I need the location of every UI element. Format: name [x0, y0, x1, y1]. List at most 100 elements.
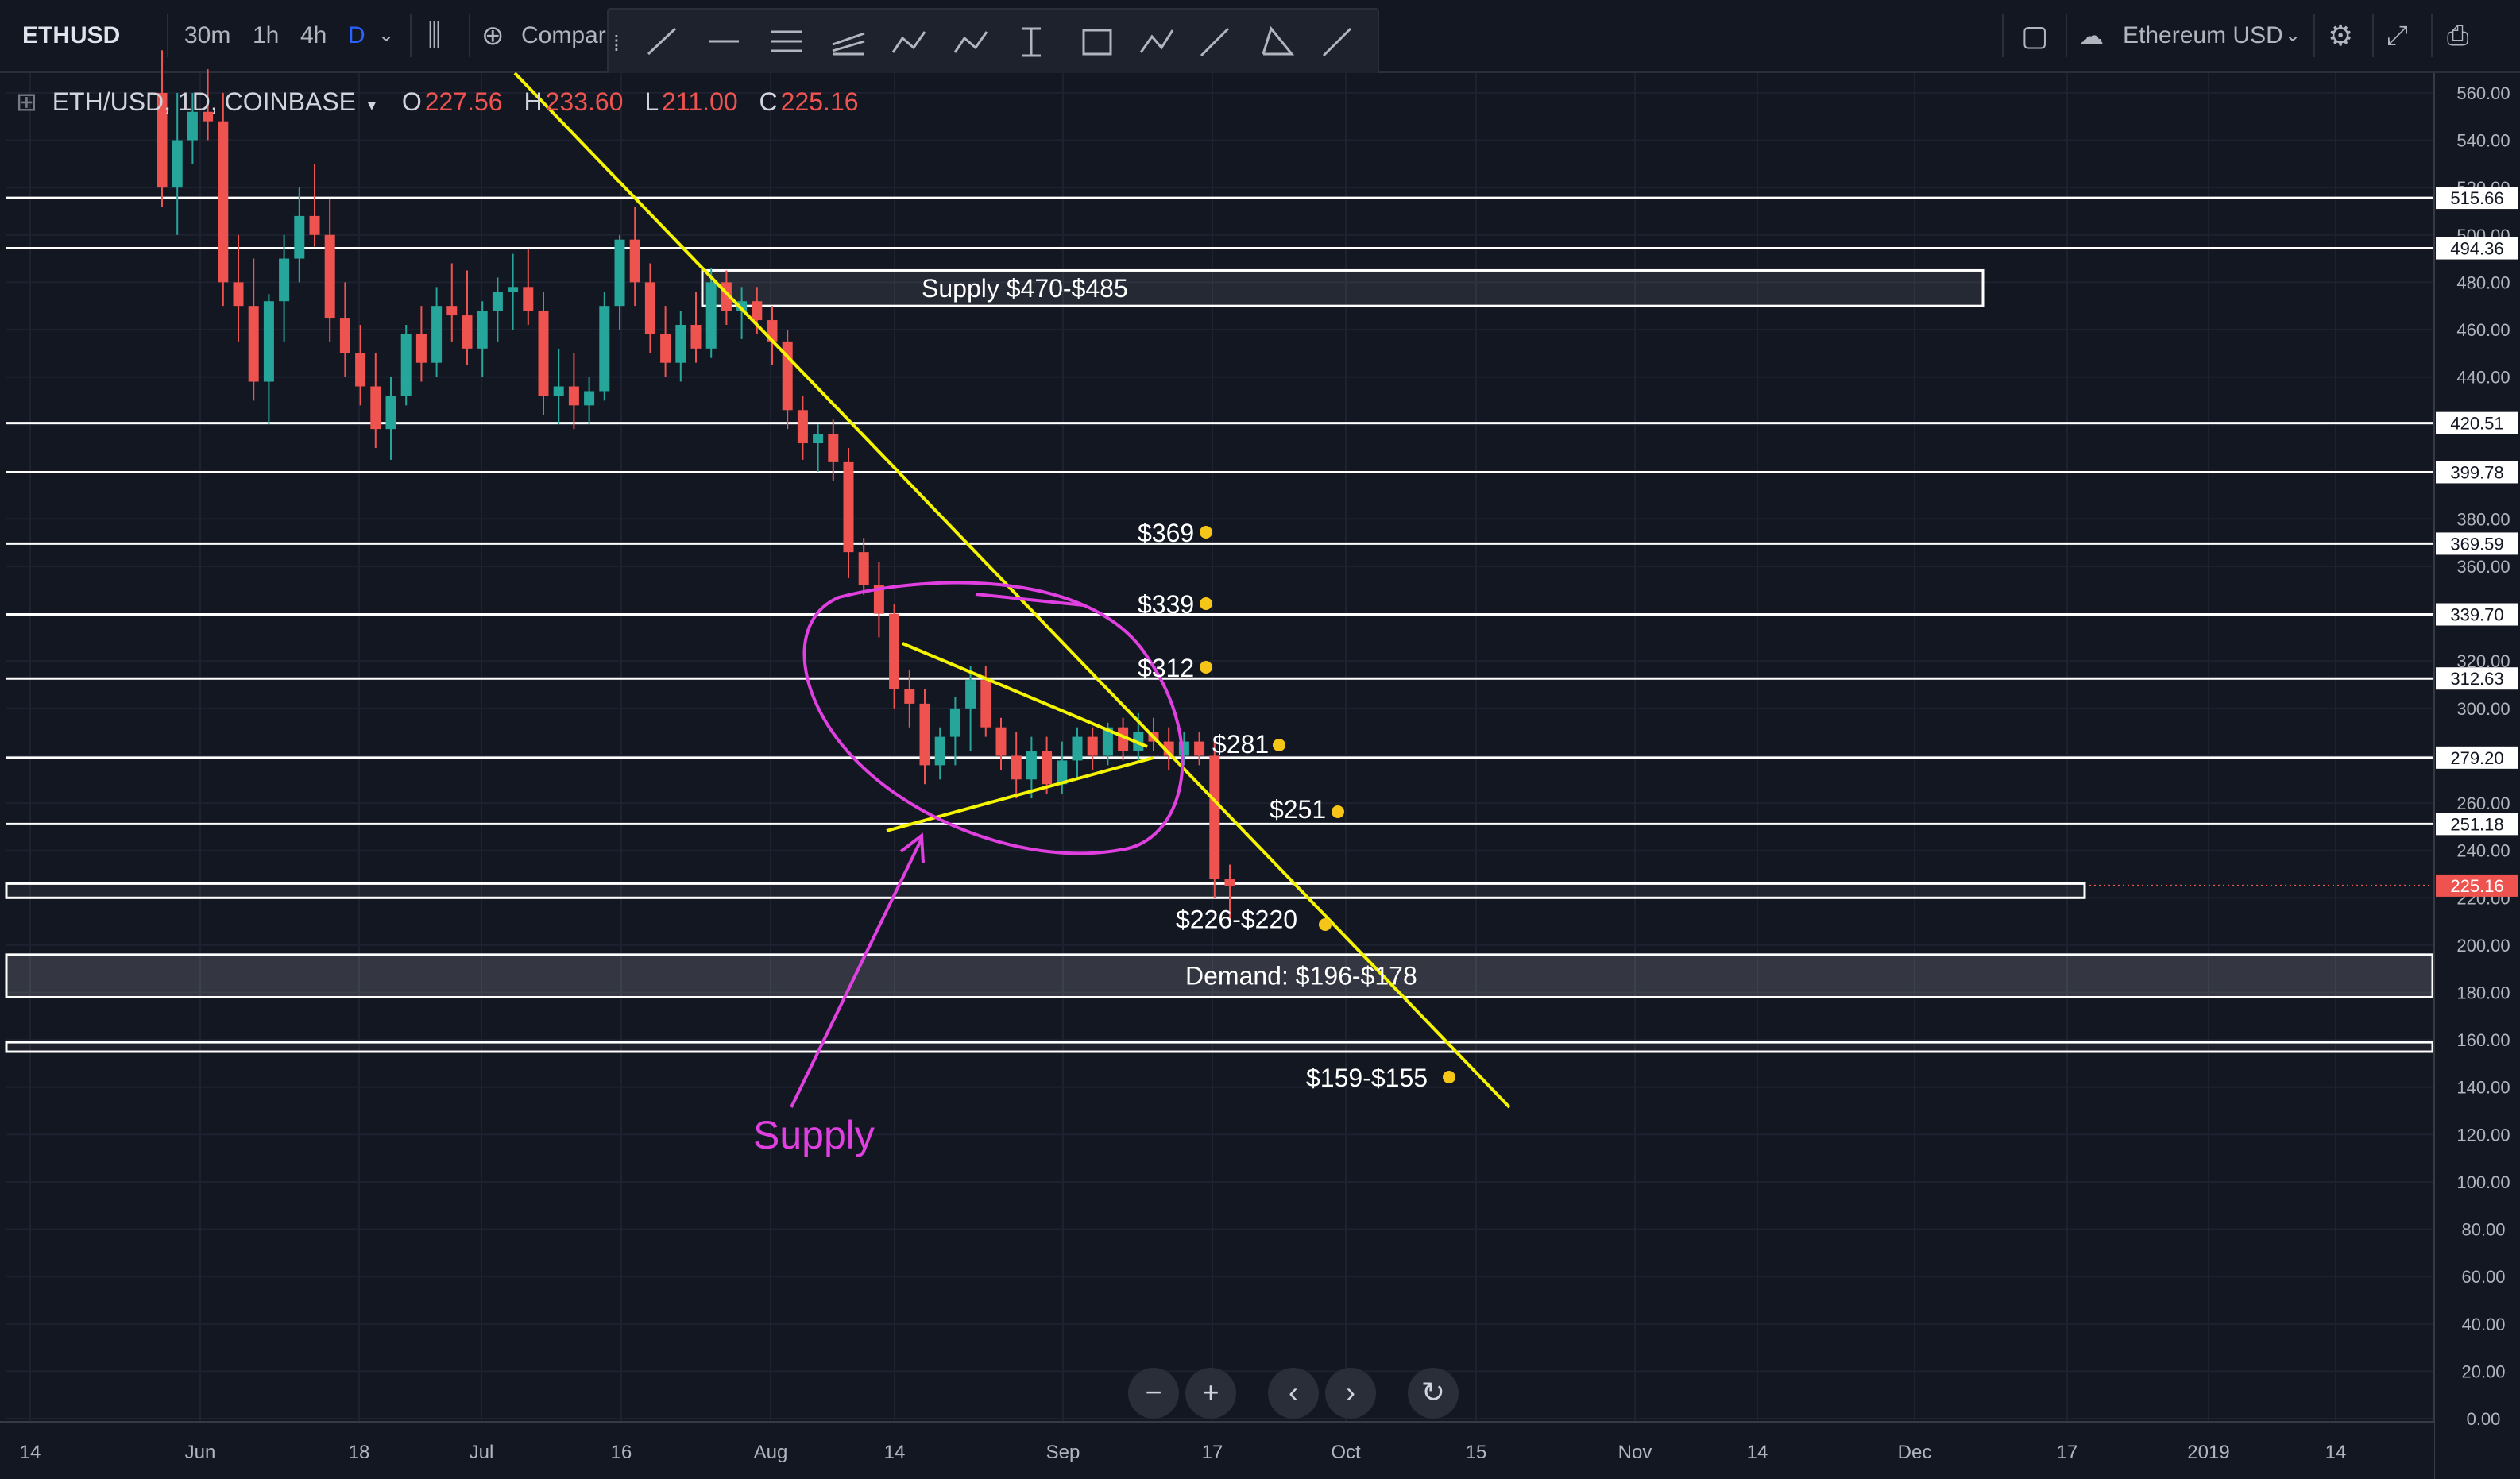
candle-body: [584, 391, 595, 406]
cursor-tool-icon[interactable]: [1022, 27, 1041, 57]
time-tick-label: Oct: [1331, 1442, 1361, 1463]
price-tick-label: 40.00: [2461, 1315, 2505, 1334]
scroll-left-button[interactable]: ‹: [1268, 1368, 1319, 1419]
candle-body: [462, 315, 473, 349]
parallel-channel-tool-icon[interactable]: [771, 30, 802, 52]
top-toolbar: ETHUSD 30m 1h 4h D ⌄ ⫼ ⊕ Compare ⁞: [0, 0, 2520, 75]
pointing-hand-icon: [1200, 526, 1212, 539]
chevron-down-icon[interactable]: ▾: [367, 97, 376, 114]
interval-30m[interactable]: 30m: [184, 22, 231, 48]
descending-trendline: [513, 71, 1511, 1109]
candle-body: [294, 215, 305, 259]
candle-body: [1209, 755, 1220, 879]
candle: [949, 696, 960, 766]
candle-body: [752, 301, 763, 321]
candle-type-icon[interactable]: ⫼: [427, 19, 442, 52]
fullscreen-square-icon[interactable]: ▢: [2021, 19, 2049, 52]
candle: [508, 253, 519, 330]
candle: [355, 325, 366, 406]
svg-text:⁞: ⁞: [613, 31, 620, 56]
candle-body: [385, 396, 396, 430]
candle-body: [934, 736, 945, 766]
toolbar-divider: [2066, 14, 2067, 57]
candle-body: [690, 325, 702, 349]
chevron-down-icon[interactable]: ⌄: [378, 25, 395, 46]
highlight-ellipse: [802, 581, 1185, 855]
level-price-label: 279.20: [2450, 748, 2503, 768]
candle: [1118, 717, 1129, 761]
time-tick-label: 14: [1747, 1442, 1768, 1463]
price-target-label: $281: [1212, 730, 1269, 759]
candle-body: [431, 306, 443, 363]
price-tick-label: 160.00: [2456, 1030, 2510, 1050]
time-tick-label: 17: [2057, 1442, 2078, 1463]
candle: [1026, 736, 1037, 799]
cloud-icon[interactable]: ☁: [2078, 21, 2104, 50]
rectangle-tool-icon[interactable]: [1082, 29, 1112, 56]
candle: [858, 538, 869, 595]
candle-body: [705, 282, 717, 349]
candle-body: [492, 292, 503, 311]
candle: [1087, 727, 1098, 770]
chevron-down-icon[interactable]: ⌄: [2285, 25, 2302, 46]
candle: [370, 353, 381, 448]
compare-button[interactable]: Compare: [521, 22, 620, 48]
interval-d[interactable]: D: [348, 22, 365, 48]
interval-4h[interactable]: 4h: [300, 22, 327, 48]
candle-body: [309, 215, 320, 235]
interval-1h[interactable]: 1h: [253, 22, 280, 48]
price-tick-label: 380.00: [2456, 509, 2510, 529]
ellipse-tail-stroke: [975, 593, 1084, 607]
gear-icon[interactable]: ⚙: [2328, 19, 2354, 52]
candle-body: [523, 287, 534, 311]
symbol-title[interactable]: ETH/USD, 1D, COINBASE: [52, 87, 356, 116]
elliott-wave-tool-icon[interactable]: [953, 31, 988, 53]
price-axis[interactable]: 560.00540.00520.00500.00480.00460.00440.…: [2433, 73, 2520, 1479]
candle-body: [614, 239, 625, 307]
pointing-hand-icon: [1200, 661, 1212, 674]
candle-body: [660, 334, 671, 363]
triangle-tool-icon[interactable]: [1262, 25, 1295, 56]
symbol-search[interactable]: ETHUSD: [22, 22, 121, 48]
price-tick-label: 460.00: [2456, 320, 2510, 340]
projection-tool-icon[interactable]: [1322, 27, 1352, 57]
chart-name-button[interactable]: Ethereum USD: [2123, 22, 2283, 48]
price-tick-label: 560.00: [2456, 83, 2510, 103]
toolbar-divider: [469, 14, 470, 57]
pattern-tool-icon[interactable]: [891, 31, 926, 53]
candle: [233, 234, 244, 342]
candle-body: [1102, 727, 1113, 756]
candle-body: [477, 311, 488, 349]
candle: [1209, 741, 1220, 898]
toolbar-divider: [410, 14, 412, 57]
toolbar-divider: [2313, 14, 2315, 57]
candle: [339, 282, 350, 377]
chart-background: [0, 73, 2520, 1479]
chart-grid: [0, 73, 2520, 1479]
candle: [965, 666, 976, 751]
price-tick-label: 100.00: [2456, 1172, 2510, 1192]
supply-zone: [701, 268, 1985, 307]
candle: [431, 287, 443, 377]
fib-tool-icon[interactable]: [832, 32, 865, 56]
abcd-tool-icon[interactable]: [1139, 29, 1174, 53]
ruler-tool-icon[interactable]: [1200, 27, 1230, 57]
supply-zone-label: Supply $470-$485: [922, 274, 1128, 303]
camera-icon[interactable]: ⎙: [2447, 21, 2469, 51]
candle-body: [339, 318, 350, 353]
candle: [157, 50, 168, 207]
candle-body: [1194, 741, 1205, 756]
add-indicator-icon[interactable]: ⊞: [16, 87, 37, 116]
reset-chart-button[interactable]: ↻: [1408, 1368, 1459, 1419]
scroll-right-button[interactable]: ›: [1325, 1368, 1376, 1419]
zoom-out-button[interactable]: −: [1128, 1368, 1179, 1419]
trend-line-tool-icon[interactable]: [647, 27, 677, 56]
zoom-in-button[interactable]: +: [1185, 1368, 1236, 1419]
candle-body: [629, 239, 640, 283]
candle: [1057, 741, 1068, 794]
expand-icon[interactable]: ⤢: [2387, 21, 2409, 51]
time-axis[interactable]: 14 Jun 18 Jul 16 Aug 14 Sep 17 Oct 15 Nov 14 Dec 17 201…: [0, 1421, 2434, 1479]
add-icon[interactable]: ⊕: [481, 21, 504, 51]
candle-body: [965, 680, 976, 709]
